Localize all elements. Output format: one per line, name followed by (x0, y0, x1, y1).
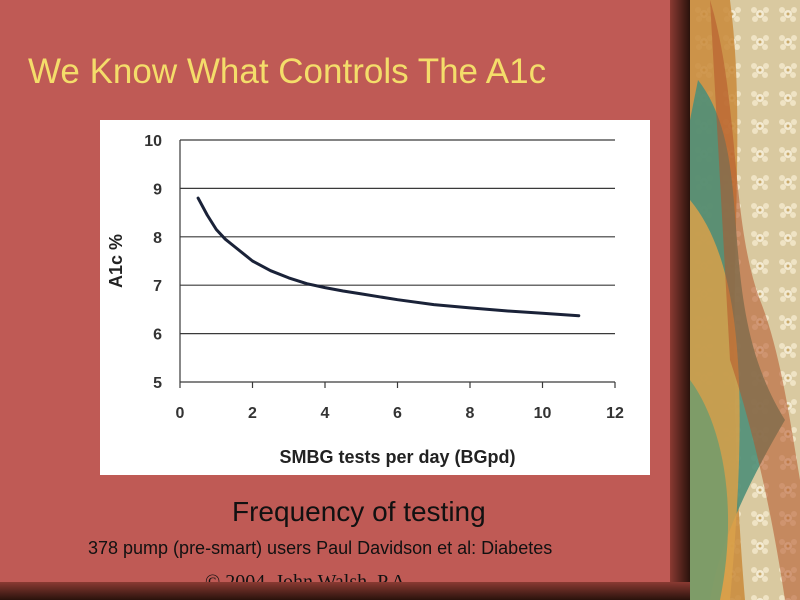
x-tick-label-0: 0 (176, 405, 185, 422)
chart-area: 5 6 7 8 9 10 0 2 4 6 8 10 12 A1c % SMBG tests per da… (100, 120, 650, 475)
axes (179, 140, 616, 388)
gridlines (180, 139, 615, 383)
x-tick-label-12: 12 (606, 405, 624, 422)
y-axis-label: A1c % (106, 234, 126, 288)
chart-caption: Frequency of testing (232, 496, 486, 527)
tick-labels: 5 6 7 8 9 10 0 2 4 6 8 10 12 (144, 133, 624, 422)
series-line-0 (196, 196, 581, 318)
line-chart: 5 6 7 8 9 10 0 2 4 6 8 10 12 A1c % SMBG tests per da… (106, 133, 624, 467)
x-tick-label-6: 6 (393, 405, 402, 422)
y-tick-label-9: 9 (153, 181, 162, 198)
x-axis-label: SMBG tests per day (BGpd) (279, 447, 515, 467)
slide-shadow-bottom (0, 582, 690, 600)
x-tick-label-4: 4 (321, 405, 330, 422)
x-tick-label-10: 10 (534, 405, 552, 422)
x-tick-label-2: 2 (248, 405, 257, 422)
y-tick-label-7: 7 (153, 278, 162, 295)
decorative-border-pattern (690, 0, 800, 600)
floral-ribbon-decoration (690, 0, 800, 600)
slide-title: We Know What Controls The A1c (28, 52, 547, 91)
y-tick-label-5: 5 (153, 375, 162, 392)
source-citation: 378 pump (pre-smart) users Paul Davidson… (88, 538, 553, 558)
y-tick-label-10: 10 (144, 133, 162, 150)
slide: We Know What Controls The A1c 5 6 7 8 9 10 0 2 4… (0, 0, 690, 600)
x-tick-label-8: 8 (466, 405, 475, 422)
y-tick-label-6: 6 (153, 327, 162, 344)
y-tick-label-8: 8 (153, 230, 162, 247)
slide-shadow (670, 0, 690, 600)
series (196, 196, 581, 318)
